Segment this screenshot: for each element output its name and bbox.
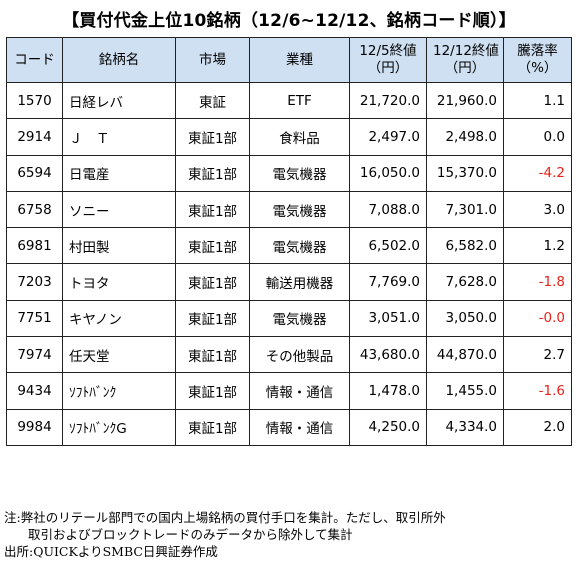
header-code: コード <box>6 37 63 83</box>
cell-change: 2.0 <box>503 408 572 446</box>
source-line: 出所:QUICKよりSMBC日興証券作成 <box>4 544 218 559</box>
cell-name: ソニー <box>62 190 176 229</box>
cell-code: 6981 <box>6 227 63 265</box>
cell-code: 9984 <box>6 408 63 446</box>
table-row: 6594 日電産 東証1部 電気機器 16,050.0 15,370.0 -4.2 <box>6 154 572 192</box>
cell-name: 日経レバ <box>62 81 176 120</box>
cell-change: 3.0 <box>503 190 572 229</box>
cell-change: 1.1 <box>503 81 572 120</box>
cell-change: -0.0 <box>503 299 572 338</box>
cell-market: 東証1部 <box>175 336 250 374</box>
header-sector: 業種 <box>249 37 350 83</box>
cell-close-curr: 44,870.0 <box>426 336 504 374</box>
cell-name: キヤノン <box>62 299 176 338</box>
table-title: 【買付代金上位10銘柄（12/6~12/12、銘柄コード順）】 <box>62 11 516 31</box>
table-row: 7203 トヨタ 東証1部 輸送用機器 7,769.0 7,628.0 -1.8 <box>6 263 572 301</box>
cell-close-curr: 2,498.0 <box>426 118 504 156</box>
header-row: コード 銘柄名 市場 業種 12/5終値 （円） 12/12終値 （円） 騰落率 （%… <box>6 37 572 83</box>
cell-change: -1.8 <box>503 263 572 301</box>
cell-close-prev: 7,769.0 <box>349 263 427 301</box>
cell-name: 村田製 <box>62 227 176 265</box>
cell-market: 東証 <box>175 81 250 120</box>
cell-sector: 情報・通信 <box>249 372 350 410</box>
cell-market: 東証1部 <box>175 190 250 229</box>
cell-close-prev: 4,250.0 <box>349 408 427 446</box>
cell-sector: 電気機器 <box>249 190 350 229</box>
cell-close-prev: 2,497.0 <box>349 118 427 156</box>
cell-market: 東証1部 <box>175 372 250 410</box>
top10-table: コード 銘柄名 市場 業種 12/5終値 （円） 12/12終値 （円） 騰落率 （%… <box>6 37 572 446</box>
cell-change: -4.2 <box>503 154 572 192</box>
cell-close-prev: 6,502.0 <box>349 227 427 265</box>
cell-close-curr: 15,370.0 <box>426 154 504 192</box>
cell-code: 7974 <box>6 336 63 374</box>
cell-code: 2914 <box>6 118 63 156</box>
cell-code: 6758 <box>6 190 63 229</box>
cell-name: トヨタ <box>62 263 176 301</box>
table-row: 2914 Ｊ Ｔ 東証1部 食料品 2,497.0 2,498.0 0.0 <box>6 118 572 156</box>
cell-market: 東証1部 <box>175 227 250 265</box>
header-change: 騰落率 （%） <box>503 37 572 83</box>
cell-market: 東証1部 <box>175 154 250 192</box>
table-row: 9434 ｿﾌﾄﾊﾞﾝｸ 東証1部 情報・通信 1,478.0 1,455.0 -1.6 <box>6 372 572 410</box>
cell-name: 日電産 <box>62 154 176 192</box>
cell-code: 9434 <box>6 372 63 410</box>
cell-change: 2.7 <box>503 336 572 374</box>
note-line-1: 注:弊社のリテール部門での国内上場銘柄の買付手口を集計。ただし、取引所外 <box>4 510 446 525</box>
cell-name: Ｊ Ｔ <box>62 118 176 156</box>
cell-sector: 情報・通信 <box>249 408 350 446</box>
table-row: 9984 ｿﾌﾄﾊﾞﾝｸG 東証1部 情報・通信 4,250.0 4,334.0 2.0 <box>6 408 572 446</box>
cell-code: 7751 <box>6 299 63 338</box>
cell-sector: 食料品 <box>249 118 350 156</box>
cell-name: ｿﾌﾄﾊﾞﾝｸG <box>62 408 176 446</box>
cell-sector: その他製品 <box>249 336 350 374</box>
cell-close-prev: 16,050.0 <box>349 154 427 192</box>
cell-name: 任天堂 <box>62 336 176 374</box>
cell-change: 1.2 <box>503 227 572 265</box>
note-line-2: 取引およびブロックトレードのみデータから除外して集計 <box>28 527 353 542</box>
header-close-curr: 12/12終値 （円） <box>426 37 504 83</box>
cell-name: ｿﾌﾄﾊﾞﾝｸ <box>62 372 176 410</box>
cell-change: 0.0 <box>503 118 572 156</box>
table-row: 6981 村田製 東証1部 電気機器 6,502.0 6,582.0 1.2 <box>6 227 572 265</box>
cell-close-curr: 7,628.0 <box>426 263 504 301</box>
cell-close-prev: 43,680.0 <box>349 336 427 374</box>
cell-sector: 輸送用機器 <box>249 263 350 301</box>
cell-close-curr: 6,582.0 <box>426 227 504 265</box>
cell-code: 7203 <box>6 263 63 301</box>
cell-change: -1.6 <box>503 372 572 410</box>
table-row: 7974 任天堂 東証1部 その他製品 43,680.0 44,870.0 2.7 <box>6 336 572 374</box>
header-close-prev: 12/5終値 （円） <box>349 37 427 83</box>
table-row: 7751 キヤノン 東証1部 電気機器 3,051.0 3,050.0 -0.0 <box>6 299 572 338</box>
cell-close-prev: 3,051.0 <box>349 299 427 338</box>
footnote: 注:弊社のリテール部門での国内上場銘柄の買付手口を集計。ただし、取引所外 取引お… <box>4 509 576 560</box>
table-row: 1570 日経レバ 東証 ETF 21,720.0 21,960.0 1.1 <box>6 81 572 120</box>
cell-code: 6594 <box>6 154 63 192</box>
cell-sector: 電気機器 <box>249 154 350 192</box>
cell-close-curr: 3,050.0 <box>426 299 504 338</box>
table-row: 6758 ソニー 東証1部 電気機器 7,088.0 7,301.0 3.0 <box>6 190 572 229</box>
cell-market: 東証1部 <box>175 299 250 338</box>
cell-market: 東証1部 <box>175 118 250 156</box>
cell-sector: ETF <box>249 81 350 120</box>
cell-close-prev: 21,720.0 <box>349 81 427 120</box>
cell-close-curr: 1,455.0 <box>426 372 504 410</box>
cell-code: 1570 <box>6 81 63 120</box>
cell-market: 東証1部 <box>175 408 250 446</box>
header-name: 銘柄名 <box>62 37 176 83</box>
cell-close-prev: 1,478.0 <box>349 372 427 410</box>
cell-sector: 電気機器 <box>249 227 350 265</box>
cell-close-curr: 21,960.0 <box>426 81 504 120</box>
cell-close-curr: 7,301.0 <box>426 190 504 229</box>
cell-close-curr: 4,334.0 <box>426 408 504 446</box>
cell-close-prev: 7,088.0 <box>349 190 427 229</box>
cell-market: 東証1部 <box>175 263 250 301</box>
header-market: 市場 <box>175 37 250 83</box>
cell-sector: 電気機器 <box>249 299 350 338</box>
